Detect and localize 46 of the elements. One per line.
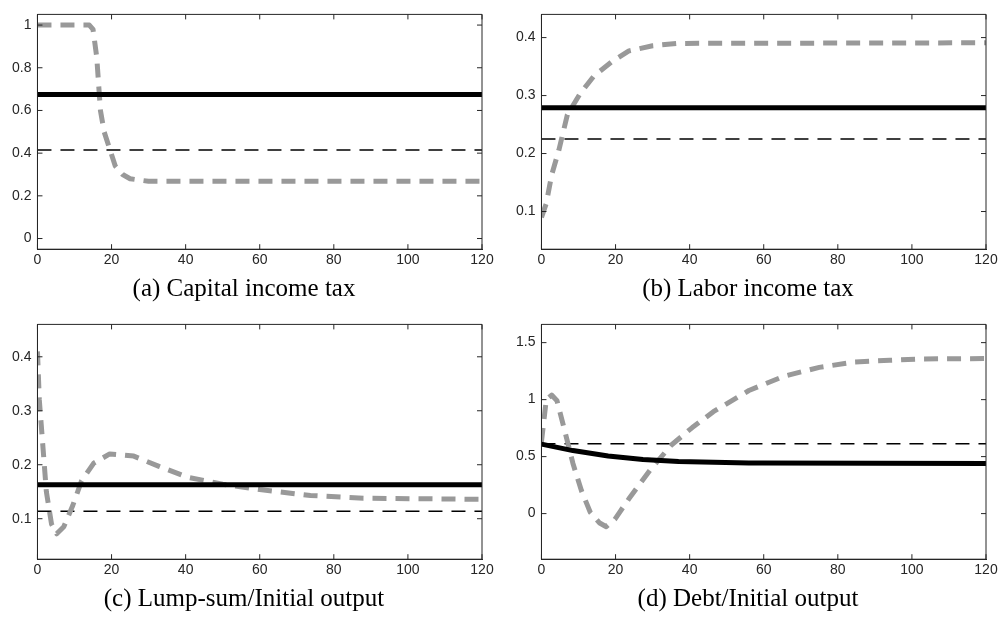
x-tick-label: 80 [830,251,846,268]
y-tick-label: 0.2 [11,186,32,203]
y-tick-label: 0.3 [515,86,536,103]
y-tick-label: 0.4 [11,347,32,364]
x-tick-label: 40 [177,251,194,268]
x-tick-label: 20 [607,251,624,268]
y-tick-label: 0.3 [11,401,32,418]
x-tick-label: 60 [755,561,772,578]
y-tick-label: 0.4 [11,144,32,160]
y-tick-label: 0.2 [11,455,32,472]
x-tick-label: 100 [900,561,924,578]
y-tick-label: 0.2 [515,144,536,161]
x-tick-label: 40 [681,251,698,268]
x-tick-label: 60 [251,251,268,268]
x-tick-label: 20 [103,251,120,268]
y-tick-label: 1 [527,390,536,407]
x-tick-label: 20 [607,561,624,578]
x-tick-label: 80 [326,561,342,578]
y-tick-label: 0 [527,504,536,521]
y-tick-label: 0.6 [11,101,32,118]
y-tick-label: 0.4 [515,28,536,45]
x-tick-label: 40 [681,561,698,578]
text: (b) Labor income tax [642,273,855,302]
y-tick-label: 0.5 [515,447,536,464]
x-tick-label: 40 [177,561,194,578]
x-tick-label: 60 [755,251,772,268]
x-tick-label: 120 [470,561,494,578]
x-tick-label: 20 [103,561,120,578]
x-tick-label: 120 [470,251,494,268]
y-tick-label: 0 [23,229,32,246]
x-tick-label: 100 [396,251,420,268]
text: (c) Lump-sum/Initial output [103,583,385,612]
text: (a) Capital income tax [132,273,356,302]
x-tick-label: 80 [830,561,846,578]
text: (d) Debt/Initial output [637,583,859,612]
x-tick-label: 60 [251,561,268,578]
x-tick-label: 120 [974,251,998,268]
x-tick-label: 80 [326,251,342,268]
x-tick-label: 100 [900,251,924,268]
x-tick-label: 100 [396,561,420,578]
y-tick-label: 0.8 [11,58,32,75]
x-tick-label: 120 [974,561,998,578]
y-tick-label: 0.1 [11,509,32,526]
y-tick-label: 0.1 [515,202,536,219]
y-tick-label: 1 [23,15,32,32]
y-tick-label: 1.5 [515,333,536,350]
